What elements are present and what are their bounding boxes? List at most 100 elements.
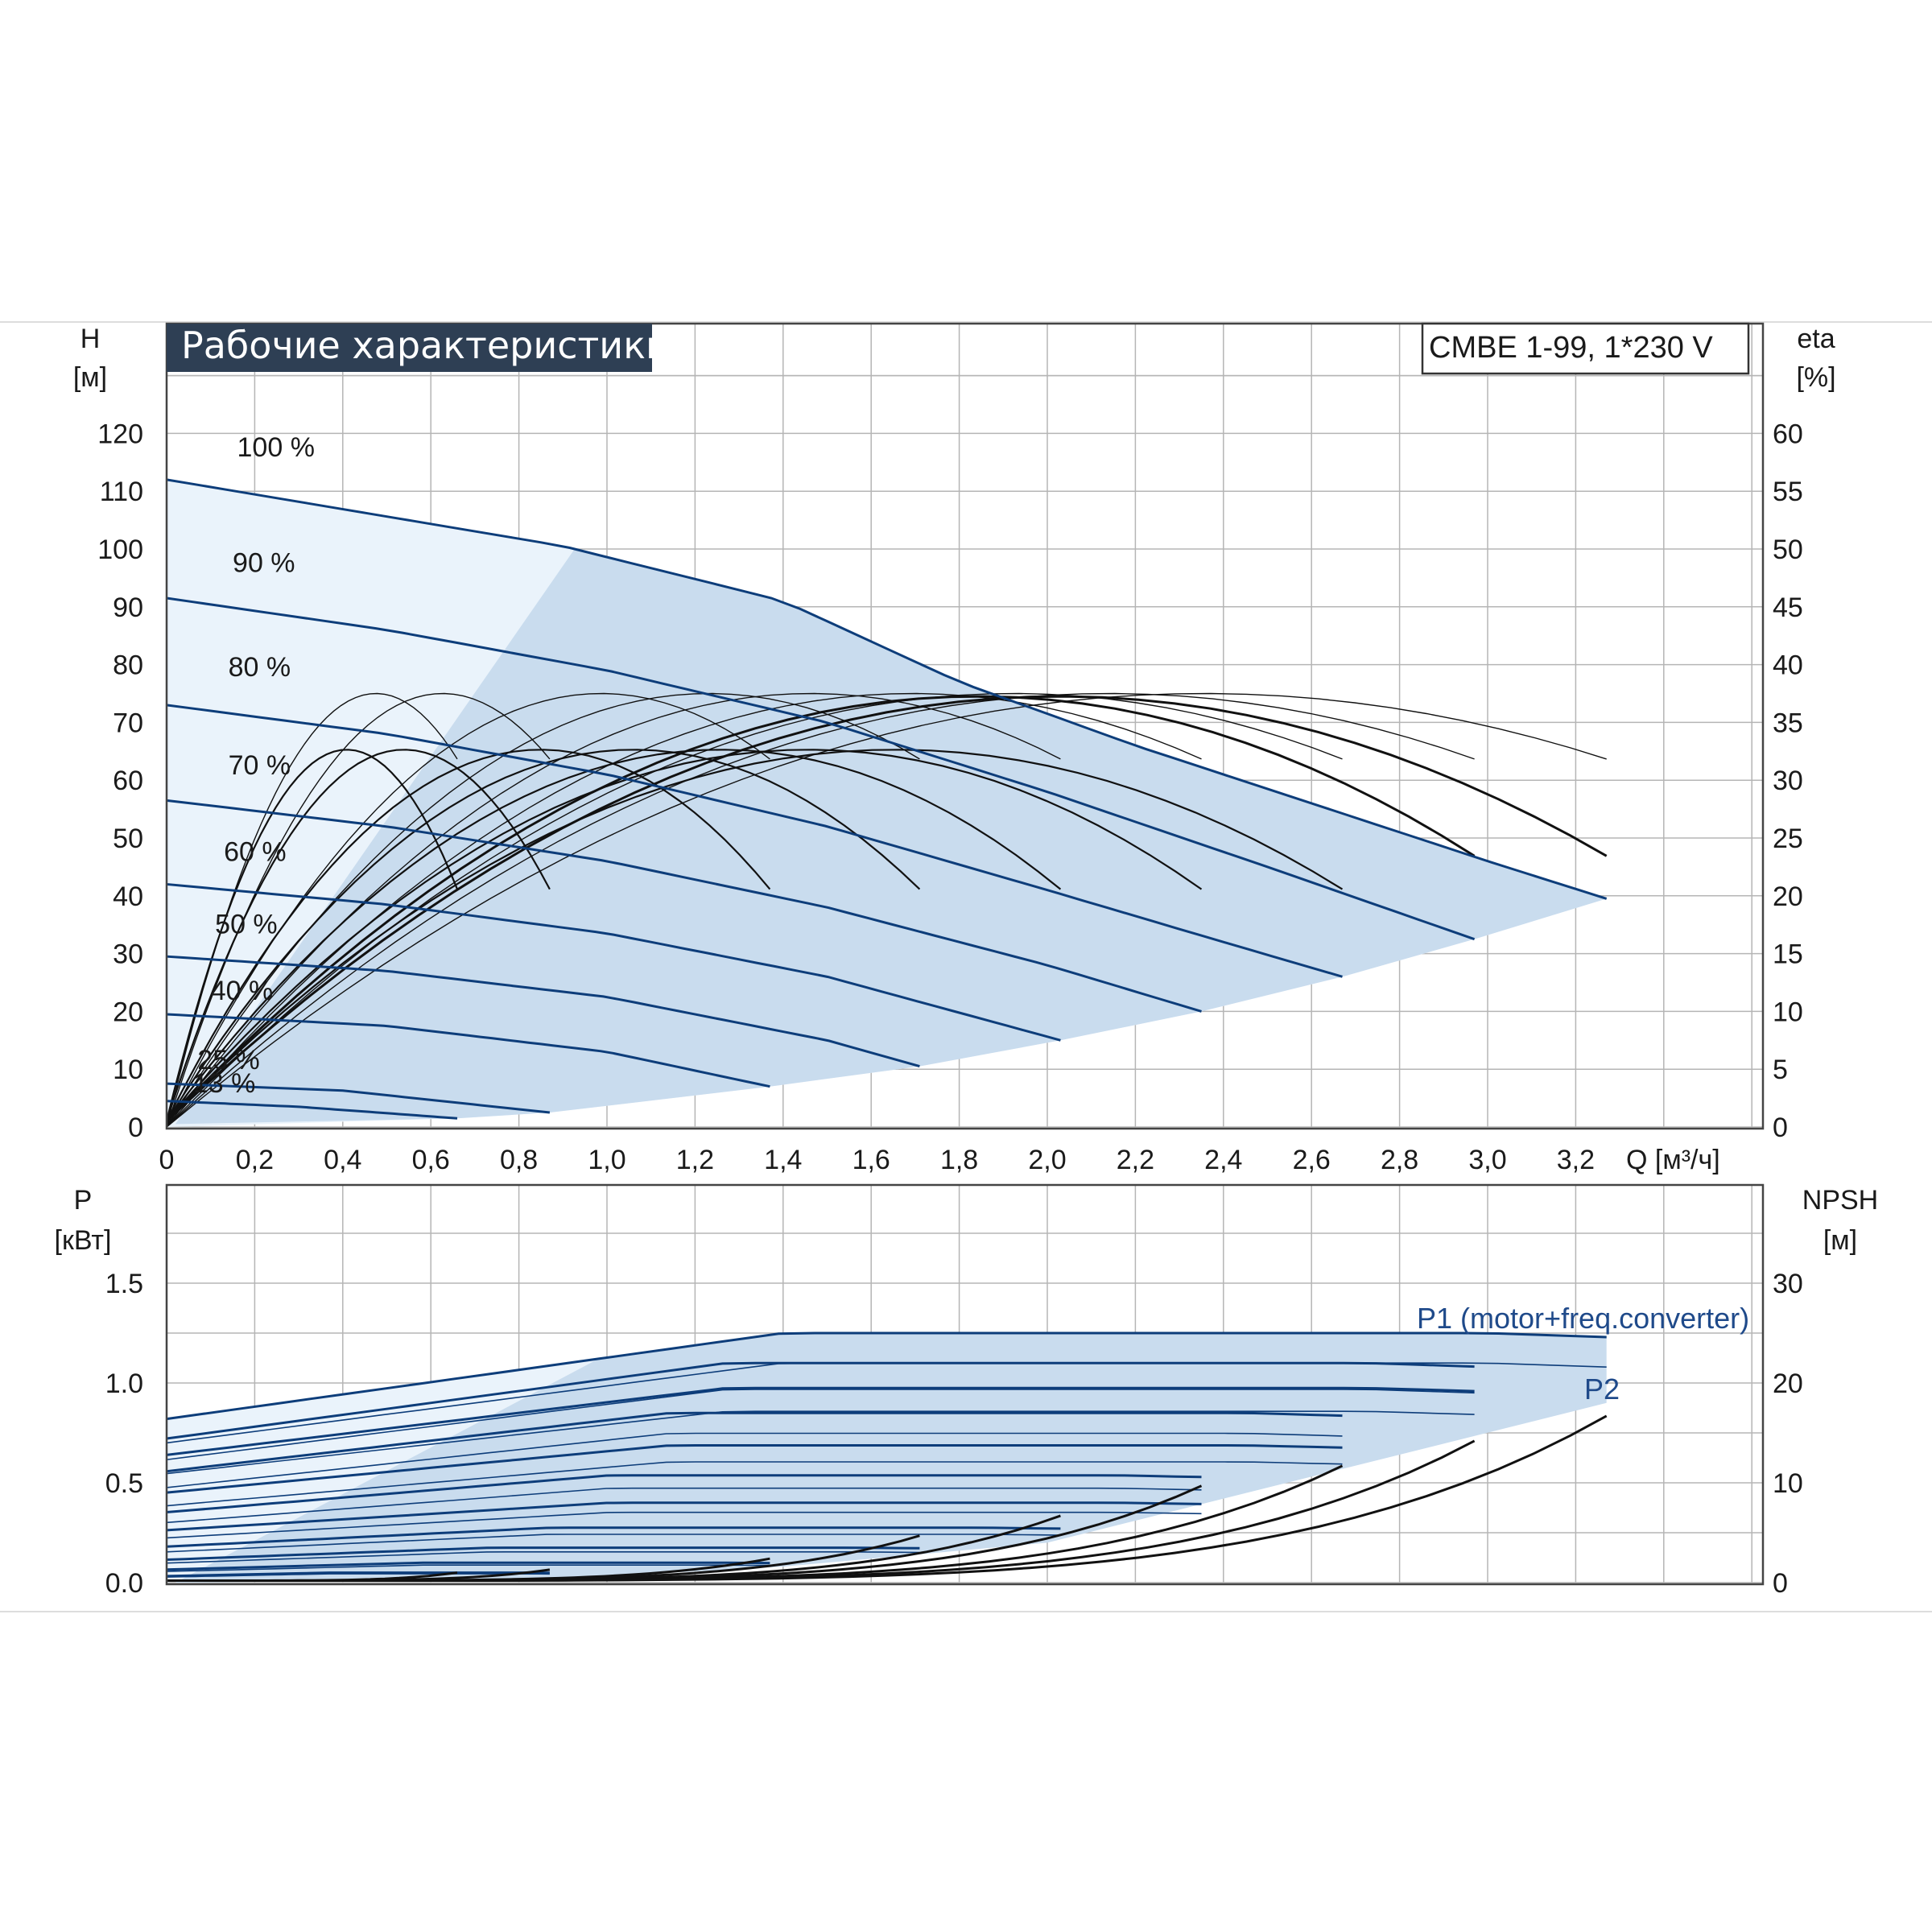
power-curve <box>166 1361 1475 1440</box>
operating-region <box>175 549 1607 1125</box>
y2-tick-label: 35 <box>1773 708 1803 738</box>
qh-curve <box>166 882 1061 1042</box>
y2-tick-label: 15 <box>1773 939 1803 970</box>
power-curve <box>166 1526 1061 1548</box>
efficiency-curve-thin <box>166 692 1343 1128</box>
x-tick-label: 1,6 <box>852 1145 890 1175</box>
speed-label: 100 % <box>237 432 315 463</box>
power-curve <box>166 1561 770 1571</box>
y-tick-label: 70 <box>113 708 143 738</box>
efficiency-curve-thin <box>166 692 1061 1128</box>
x-tick-label: 0,2 <box>236 1145 274 1175</box>
qh-curve <box>166 1013 770 1088</box>
p1-curve-label: P1 (motor+freq.converter) <box>1417 1302 1749 1335</box>
p2-curve-label: P2 <box>1584 1373 1620 1406</box>
y2-axis-unit: [%] <box>1796 362 1835 393</box>
x-tick-label: 0,8 <box>500 1145 538 1175</box>
x-tick-label: 1,8 <box>940 1145 978 1175</box>
y2-tick-label: 55 <box>1773 477 1803 507</box>
y2-tick-label: 50 <box>1773 535 1803 565</box>
npsh-tick-label: 0 <box>1773 1568 1788 1599</box>
y-axis-unit: [м] <box>73 362 107 393</box>
y-tick-label: 10 <box>113 1055 143 1085</box>
tick-labels: 0 0,2 0,4 0,6 0,8 1,0 1,2 1,4 1,6 1,8 2,0 2,2 2,4 2,6… <box>97 419 1803 1599</box>
y2-axis-label: eta <box>1797 324 1835 354</box>
npsh-curve <box>166 1414 1608 1583</box>
power-curve <box>166 1571 550 1578</box>
y2-tick-label: 60 <box>1773 419 1803 449</box>
speed-labels: 100 % 90 % 80 % 70 % 60 % 50 % 40 % 25 %13 % <box>193 432 315 1099</box>
qh-curve <box>166 799 1202 1013</box>
x-tick-label: 2,8 <box>1381 1145 1418 1175</box>
y2-tick-label: 10 <box>1773 997 1803 1027</box>
qh-curve <box>166 478 1608 900</box>
efficiency-curve <box>166 749 771 1122</box>
speed-label: 60 % <box>224 837 287 868</box>
y2-tick-label: 25 <box>1773 824 1803 854</box>
speed-label: 80 % <box>229 652 291 683</box>
y2-tick-label: 30 <box>1773 766 1803 796</box>
power-curve <box>166 1501 1202 1532</box>
speed-label: 70 % <box>229 750 291 781</box>
y-tick-label: 30 <box>113 939 143 970</box>
power-curves <box>166 1331 1607 1578</box>
x-tick-label: 0,6 <box>412 1145 450 1175</box>
x-tick-label: 3,0 <box>1468 1145 1506 1175</box>
power-curve <box>166 1386 1475 1456</box>
y2-tick-label: 40 <box>1773 650 1803 681</box>
y-tick-label: 20 <box>113 997 143 1027</box>
chart-title: Рабочие характеристики <box>181 324 670 367</box>
y-tick-label: 110 <box>100 477 143 507</box>
efficiency-curves <box>165 692 1608 1128</box>
power-curve <box>166 1389 1475 1461</box>
power-curve <box>166 1432 1343 1488</box>
power-curve <box>166 1474 1202 1514</box>
qh-curve <box>166 704 1343 978</box>
x-tick-label: 1,4 <box>764 1145 802 1175</box>
power-axis-unit: [кВт] <box>55 1225 112 1256</box>
x-tick-label: 0 <box>159 1145 175 1175</box>
power-tick-label: 1.5 <box>105 1269 143 1299</box>
npsh-tick-label: 10 <box>1773 1468 1803 1499</box>
efficiency-curve-thin <box>166 692 458 1128</box>
x-tick-label: 2,6 <box>1293 1145 1331 1175</box>
power-curve <box>166 1551 920 1564</box>
speed-label: 13 % <box>193 1068 256 1099</box>
y-tick-label: 60 <box>113 766 143 796</box>
power-curve <box>166 1546 920 1562</box>
y-tick-label: 40 <box>113 881 143 912</box>
efficiency-curve-thin <box>166 692 770 1128</box>
qh-curve <box>166 1082 551 1114</box>
power-curve <box>166 1573 550 1578</box>
power-curve <box>166 1487 1202 1524</box>
power-curve <box>166 1444 1343 1494</box>
model-box <box>1421 322 1750 375</box>
y-tick-label: 50 <box>113 824 143 854</box>
y-tick-label: 100 <box>97 535 143 565</box>
power-curve <box>166 1410 1475 1475</box>
x-tick-label: 2,4 <box>1204 1145 1242 1175</box>
efficiency-curve <box>165 695 1608 1122</box>
power-curve <box>166 1534 1061 1553</box>
power-tick-label: 1.0 <box>105 1368 143 1399</box>
speed-label: 25 % <box>197 1045 259 1075</box>
power-curve <box>166 1411 1343 1473</box>
npsh-curves <box>166 1414 1608 1583</box>
qh-curve <box>166 1100 458 1120</box>
speed-label: 40 % <box>211 976 274 1006</box>
x-tick-label: 2,0 <box>1028 1145 1066 1175</box>
npsh-axis-unit: [м] <box>1823 1225 1857 1256</box>
power-curve <box>166 1564 770 1572</box>
y-tick-label: 80 <box>113 650 143 681</box>
power-curve <box>166 1461 1343 1507</box>
power-curve <box>166 1511 1202 1539</box>
bottom-plot-frame <box>165 1183 1765 1586</box>
x-tick-label: 1,2 <box>676 1145 714 1175</box>
y-tick-label: 0 <box>128 1113 143 1143</box>
title-box <box>167 324 652 372</box>
y-tick-label: 90 <box>113 592 143 623</box>
y2-tick-label: 20 <box>1773 881 1803 912</box>
x-axis-label: Q [м³/ч] <box>1626 1145 1720 1175</box>
efficiency-curve-thin <box>166 692 1607 1128</box>
